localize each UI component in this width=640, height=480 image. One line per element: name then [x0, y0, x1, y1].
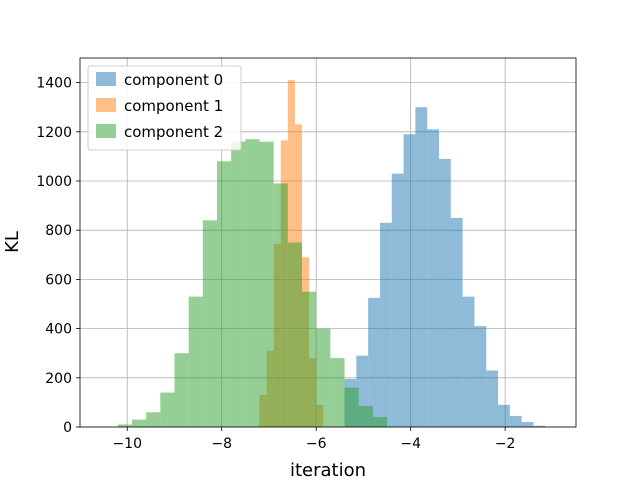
y-axis-label: KL	[2, 231, 23, 253]
x-tick-label: −6	[306, 436, 327, 452]
x-axis-ticks: −10 −8 −6 −4 −2	[112, 427, 515, 452]
bar-component-2	[358, 406, 373, 427]
legend-swatch	[96, 124, 116, 138]
bar-component-2	[344, 387, 359, 427]
x-axis-label: iteration	[290, 460, 366, 480]
bar-component-0	[439, 158, 451, 428]
bar-component-0	[403, 134, 416, 427]
bar-component-2	[117, 424, 132, 427]
legend-label: component 1	[124, 97, 223, 115]
y-tick-label: 1200	[36, 125, 72, 141]
y-tick-label: 600	[45, 272, 72, 288]
bar-component-0	[486, 370, 499, 427]
x-tick-label: −10	[112, 436, 142, 452]
bar-component-2	[160, 392, 175, 427]
bar-component-0	[391, 173, 404, 427]
bar-component-2	[146, 412, 161, 427]
legend-swatch	[96, 98, 116, 112]
bar-component-0	[450, 217, 463, 427]
bar-component-0	[415, 107, 428, 427]
bar-component-2	[372, 417, 388, 427]
bar-component-0	[462, 296, 475, 427]
bar-component-0	[379, 222, 392, 427]
bar-component-2	[216, 161, 232, 427]
axes-frame	[79, 57, 577, 428]
legend: component 0 component 1 component 2	[87, 65, 242, 151]
bar-component-2	[245, 139, 260, 427]
bar-component-0	[533, 425, 546, 427]
bar-component-2	[259, 141, 274, 427]
legend-label: component 2	[124, 123, 223, 141]
bar-component-0	[356, 355, 369, 427]
x-tick-label: −4	[400, 436, 421, 452]
bar-component-2	[174, 353, 189, 427]
y-tick-label: 400	[45, 322, 72, 338]
bar-component-2	[188, 296, 203, 427]
bar-component-2	[202, 220, 217, 427]
bar-component-2	[287, 242, 303, 427]
x-tick-label: −8	[211, 436, 232, 452]
x-tick-label: −2	[495, 436, 516, 452]
legend-label: component 0	[124, 71, 223, 89]
bar-component-0	[368, 297, 380, 427]
y-axis-ticks: 0 200 400 600 800 1000 1200 1400	[36, 76, 80, 436]
bar-component-0	[427, 129, 440, 427]
histogram-bars	[117, 80, 546, 428]
bar-component-2	[231, 141, 246, 427]
y-tick-label: 800	[45, 223, 72, 239]
y-tick-label: 200	[45, 371, 72, 387]
bar-component-2	[330, 358, 345, 427]
bar-component-0	[521, 422, 534, 427]
bar-component-2	[316, 328, 331, 427]
legend-box	[87, 65, 242, 151]
bar-component-0	[474, 326, 487, 427]
bar-component-0	[509, 415, 522, 427]
y-tick-label: 1000	[36, 174, 72, 190]
bar-component-0	[498, 404, 510, 427]
bar-component-2	[302, 291, 317, 427]
y-tick-label: 0	[63, 420, 72, 436]
y-tick-label: 1400	[36, 76, 72, 92]
bar-component-2	[273, 183, 288, 427]
bar-component-2	[131, 419, 147, 427]
legend-swatch	[96, 72, 116, 86]
